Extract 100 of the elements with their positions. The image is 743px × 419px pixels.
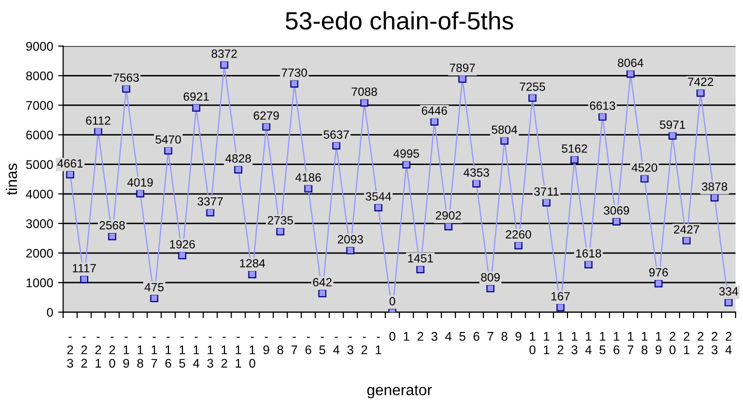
x-axis-title: generator: [367, 385, 432, 398]
x-tick-label: -10: [249, 336, 256, 368]
point: [444, 222, 452, 230]
x-tick-label: -7: [291, 336, 298, 354]
x-tick-label: -18: [137, 336, 144, 368]
x-tick-label: -4: [333, 336, 340, 354]
data-label: 7255: [520, 82, 546, 91]
data-label: 7897: [450, 64, 475, 72]
point: [416, 265, 424, 274]
x-tick-label: -12: [221, 336, 228, 368]
data-label: 3377: [198, 197, 223, 206]
x-tick-label: 7: [488, 332, 494, 341]
x-tick-label: 4: [445, 332, 452, 341]
x-tick-label: 0: [389, 332, 396, 341]
point: [276, 227, 284, 236]
point: [234, 165, 242, 174]
point: [654, 279, 663, 288]
data-label: 167: [552, 292, 570, 300]
data-label: 5470: [156, 135, 181, 144]
x-tick-label: -3: [347, 336, 354, 354]
data-label: 1618: [576, 249, 602, 258]
point: [472, 179, 480, 188]
x-tick-label: -11: [236, 336, 242, 368]
data-label: 8372: [212, 50, 237, 58]
data-label: 4186: [295, 173, 321, 182]
y-tick-label: 8000: [26, 71, 53, 80]
x-tick-label: 5: [459, 332, 466, 341]
data-label: 4019: [127, 178, 153, 187]
data-label: 6613: [590, 102, 616, 110]
x-tick-label: 11: [544, 332, 550, 354]
point: [626, 70, 635, 78]
data-label: 3878: [702, 182, 728, 191]
y-tick-label: 7000: [26, 101, 53, 110]
x-tick-label: 8: [501, 332, 508, 341]
data-label: 2568: [100, 221, 125, 230]
x-tick-label: 17: [628, 332, 634, 354]
x-tick-label: 16: [614, 332, 620, 354]
point: [612, 217, 621, 226]
point: [206, 208, 214, 216]
point: [682, 236, 691, 244]
x-tick-label: 6: [474, 332, 480, 341]
x-tick-label: -23: [67, 336, 74, 368]
x-tick-label: 15: [600, 332, 606, 354]
y-tick-label: 9000: [26, 42, 53, 51]
data-label: 7088: [352, 87, 377, 96]
x-tick-label: -6: [305, 336, 312, 354]
point: [94, 127, 102, 136]
point: [178, 251, 186, 260]
x-tick-label: -15: [179, 336, 186, 368]
y-tick-label: 1000: [26, 278, 53, 288]
data-label: 4995: [394, 149, 420, 158]
data-label: 4353: [464, 168, 490, 177]
x-tick-label: 21: [684, 332, 690, 354]
data-label: 6921: [184, 92, 209, 101]
y-tick-label: 6000: [26, 130, 53, 140]
data-label: 7422: [688, 78, 714, 86]
data-label: 7730: [282, 68, 307, 77]
x-tick-label: -8: [277, 336, 284, 354]
data-label: 5971: [660, 120, 686, 129]
x-tick-label: 13: [571, 332, 578, 354]
x-tick-label: -13: [207, 336, 214, 368]
data-label: 976: [649, 268, 668, 277]
point: [724, 298, 733, 306]
point: [542, 198, 550, 206]
chart-title: 53-edo chain-of-5ths: [286, 11, 514, 30]
x-tick-label: -22: [81, 336, 88, 368]
x-tick-label: -21: [95, 336, 102, 368]
data-label: 3544: [366, 192, 392, 201]
x-tick-label: 19: [656, 332, 662, 354]
x-tick-label: -5: [319, 336, 326, 354]
data-label: 0: [390, 297, 396, 306]
data-label: 2093: [338, 235, 363, 244]
data-label: 475: [144, 283, 164, 292]
data-label: 7563: [114, 73, 139, 82]
point: [486, 284, 494, 292]
point: [248, 270, 256, 278]
data-label: 6279: [254, 111, 279, 120]
point: [696, 88, 705, 97]
data-label: 3069: [604, 206, 630, 215]
x-tick-label: 22: [698, 332, 704, 354]
data-label: 3711: [534, 187, 559, 196]
x-tick-label: -1: [376, 336, 382, 354]
data-label: 4520: [632, 163, 658, 172]
data-label: 1926: [170, 240, 195, 248]
point: [164, 146, 172, 154]
data-label: 2260: [506, 230, 532, 239]
point: [374, 203, 382, 212]
data-label: 6446: [422, 106, 447, 115]
data-label: 1451: [408, 254, 433, 262]
x-tick-label: -19: [123, 336, 130, 368]
x-tick-label: 1 2: [558, 332, 564, 354]
x-tick-label: 14: [585, 332, 592, 354]
point: [514, 241, 522, 250]
x-tick-label: 1: [404, 332, 410, 341]
data-label: 642: [313, 278, 332, 286]
x-tick-label: -14: [193, 336, 200, 368]
y-tick-label: 2000: [26, 248, 53, 258]
data-label: 8064: [618, 58, 644, 67]
y-tick-label: 4000: [26, 190, 53, 199]
x-tick-label: -17: [151, 336, 158, 368]
